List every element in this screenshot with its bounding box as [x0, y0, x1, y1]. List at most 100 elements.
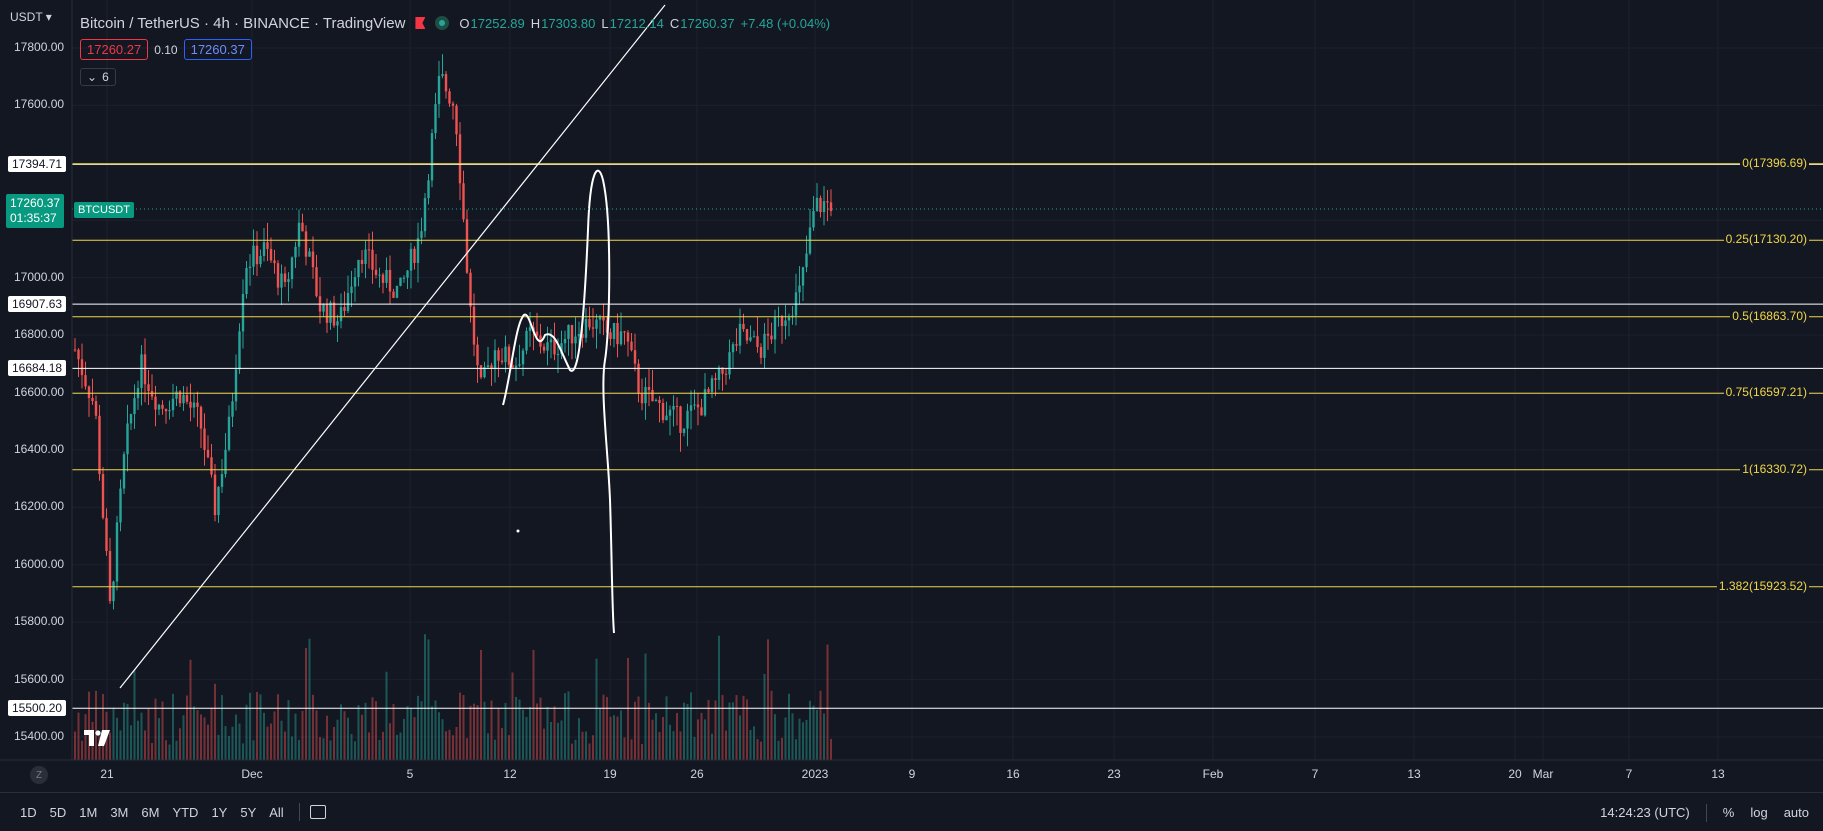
candle-body: [409, 248, 413, 271]
volume-bar: [301, 710, 304, 760]
candle-body: [385, 269, 388, 283]
volume-bar: [238, 723, 241, 760]
candle-body: [444, 74, 448, 92]
candle-body: [112, 581, 115, 602]
volume-bar: [427, 639, 430, 760]
range-button-5d[interactable]: 5D: [49, 804, 67, 820]
volume-bar: [525, 716, 528, 760]
change-value: +7.48 (+0.04%): [740, 15, 831, 31]
auto-toggle[interactable]: auto: [1783, 805, 1809, 820]
log-toggle[interactable]: log: [1750, 805, 1768, 820]
time-tick-label: 9: [908, 767, 916, 781]
volume-bar: [382, 731, 384, 760]
volume-bar: [354, 741, 356, 760]
ohlc-values: O17252.89 H17303.80 L17212.14 C17260.37 …: [459, 15, 831, 31]
candle-body: [745, 329, 749, 341]
volume-bar: [277, 694, 279, 760]
candle-body: [203, 428, 206, 450]
range-buttons: 1D 5D 1M 3M 6M YTD 1Y 5Y All: [20, 805, 297, 820]
calendar-icon[interactable]: [309, 805, 326, 819]
volume-bar: [718, 635, 720, 760]
zoom-reset-button[interactable]: Z: [30, 766, 48, 784]
candle-body: [546, 342, 549, 351]
volume-bar: [77, 712, 80, 760]
candle-body: [612, 323, 616, 339]
chart-grid: [72, 0, 1823, 760]
candle-body: [371, 249, 374, 270]
candle-body: [350, 286, 353, 294]
volume-bar: [385, 671, 388, 760]
clock-display[interactable]: 14:24:23 (UTC): [1600, 805, 1690, 820]
time-tick-label: 13: [1407, 767, 1421, 781]
time-tick-label: Mar: [1532, 767, 1554, 781]
volume-bar: [802, 722, 804, 760]
symbol-title[interactable]: Bitcoin / TetherUS · 4h · BINANCE · Trad…: [80, 14, 406, 32]
candle-body: [500, 360, 504, 363]
candle-body: [259, 255, 262, 265]
price-tick-label: 16000.00: [14, 556, 65, 571]
volume-bar: [592, 735, 594, 760]
candle-body: [805, 253, 808, 268]
candle-body: [553, 339, 556, 355]
percent-toggle[interactable]: %: [1722, 805, 1735, 820]
volume-bar: [322, 738, 325, 760]
candle-body: [476, 344, 479, 366]
volume-bar: [508, 735, 510, 760]
candle-body: [290, 257, 294, 280]
flag-icon[interactable]: [415, 17, 426, 29]
candle-body: [798, 285, 801, 293]
volume-bar: [721, 694, 724, 760]
price-tick-label: 16400.00: [14, 441, 65, 456]
volume-bar: [613, 715, 615, 760]
currency-selector[interactable]: USDT ▾: [10, 10, 52, 24]
volume-bar: [791, 713, 794, 760]
candle-body: [700, 407, 703, 416]
candle-body: [402, 277, 406, 279]
range-button-1d[interactable]: 1D: [20, 804, 37, 820]
volume-bar: [378, 739, 381, 760]
candles: [73, 54, 833, 610]
range-button-1y[interactable]: 1Y: [211, 804, 228, 820]
range-button-6m[interactable]: 6M: [141, 804, 160, 820]
tradingview-logo-icon[interactable]: [80, 727, 114, 749]
volume-bar: [294, 713, 297, 760]
candle-body: [644, 387, 647, 404]
volume-bar: [662, 716, 664, 760]
candle-body: [815, 197, 819, 211]
range-button-5y[interactable]: 5Y: [240, 804, 257, 820]
indicators-toggle[interactable]: ⌄ 6: [80, 68, 116, 86]
buy-button[interactable]: 17260.37: [183, 39, 252, 60]
volume-bar: [193, 706, 195, 760]
market-status-icon[interactable]: [435, 16, 450, 30]
candle-body: [731, 344, 735, 353]
candle-body: [504, 346, 507, 363]
range-button-all[interactable]: All: [269, 804, 284, 820]
volume-bar: [102, 694, 104, 760]
candle-body: [563, 338, 567, 344]
range-button-1m[interactable]: 1M: [79, 804, 98, 820]
range-button-ytd[interactable]: YTD: [172, 804, 199, 820]
candle-body: [353, 277, 357, 287]
volume-bar: [700, 712, 703, 760]
volume-bar: [256, 691, 258, 760]
candle-body: [651, 389, 654, 402]
volume-bar: [462, 694, 465, 760]
volume-bar: [490, 700, 493, 760]
volume-bar: [123, 702, 125, 760]
candle-body: [157, 404, 161, 410]
volume-bar: [728, 702, 731, 760]
candle-body: [728, 352, 731, 375]
volume-bar: [403, 718, 405, 760]
range-button-3m[interactable]: 3M: [110, 804, 129, 820]
candle-body: [822, 201, 826, 213]
candle-body: [525, 330, 528, 351]
candle-body: [595, 319, 598, 329]
volume-bar: [357, 705, 360, 760]
candle-body: [693, 404, 696, 406]
candle-body: [199, 406, 203, 429]
candle-body: [584, 319, 588, 338]
candle-body: [598, 317, 602, 320]
sell-button[interactable]: 17260.27: [80, 39, 149, 60]
candle-body: [255, 245, 259, 265]
